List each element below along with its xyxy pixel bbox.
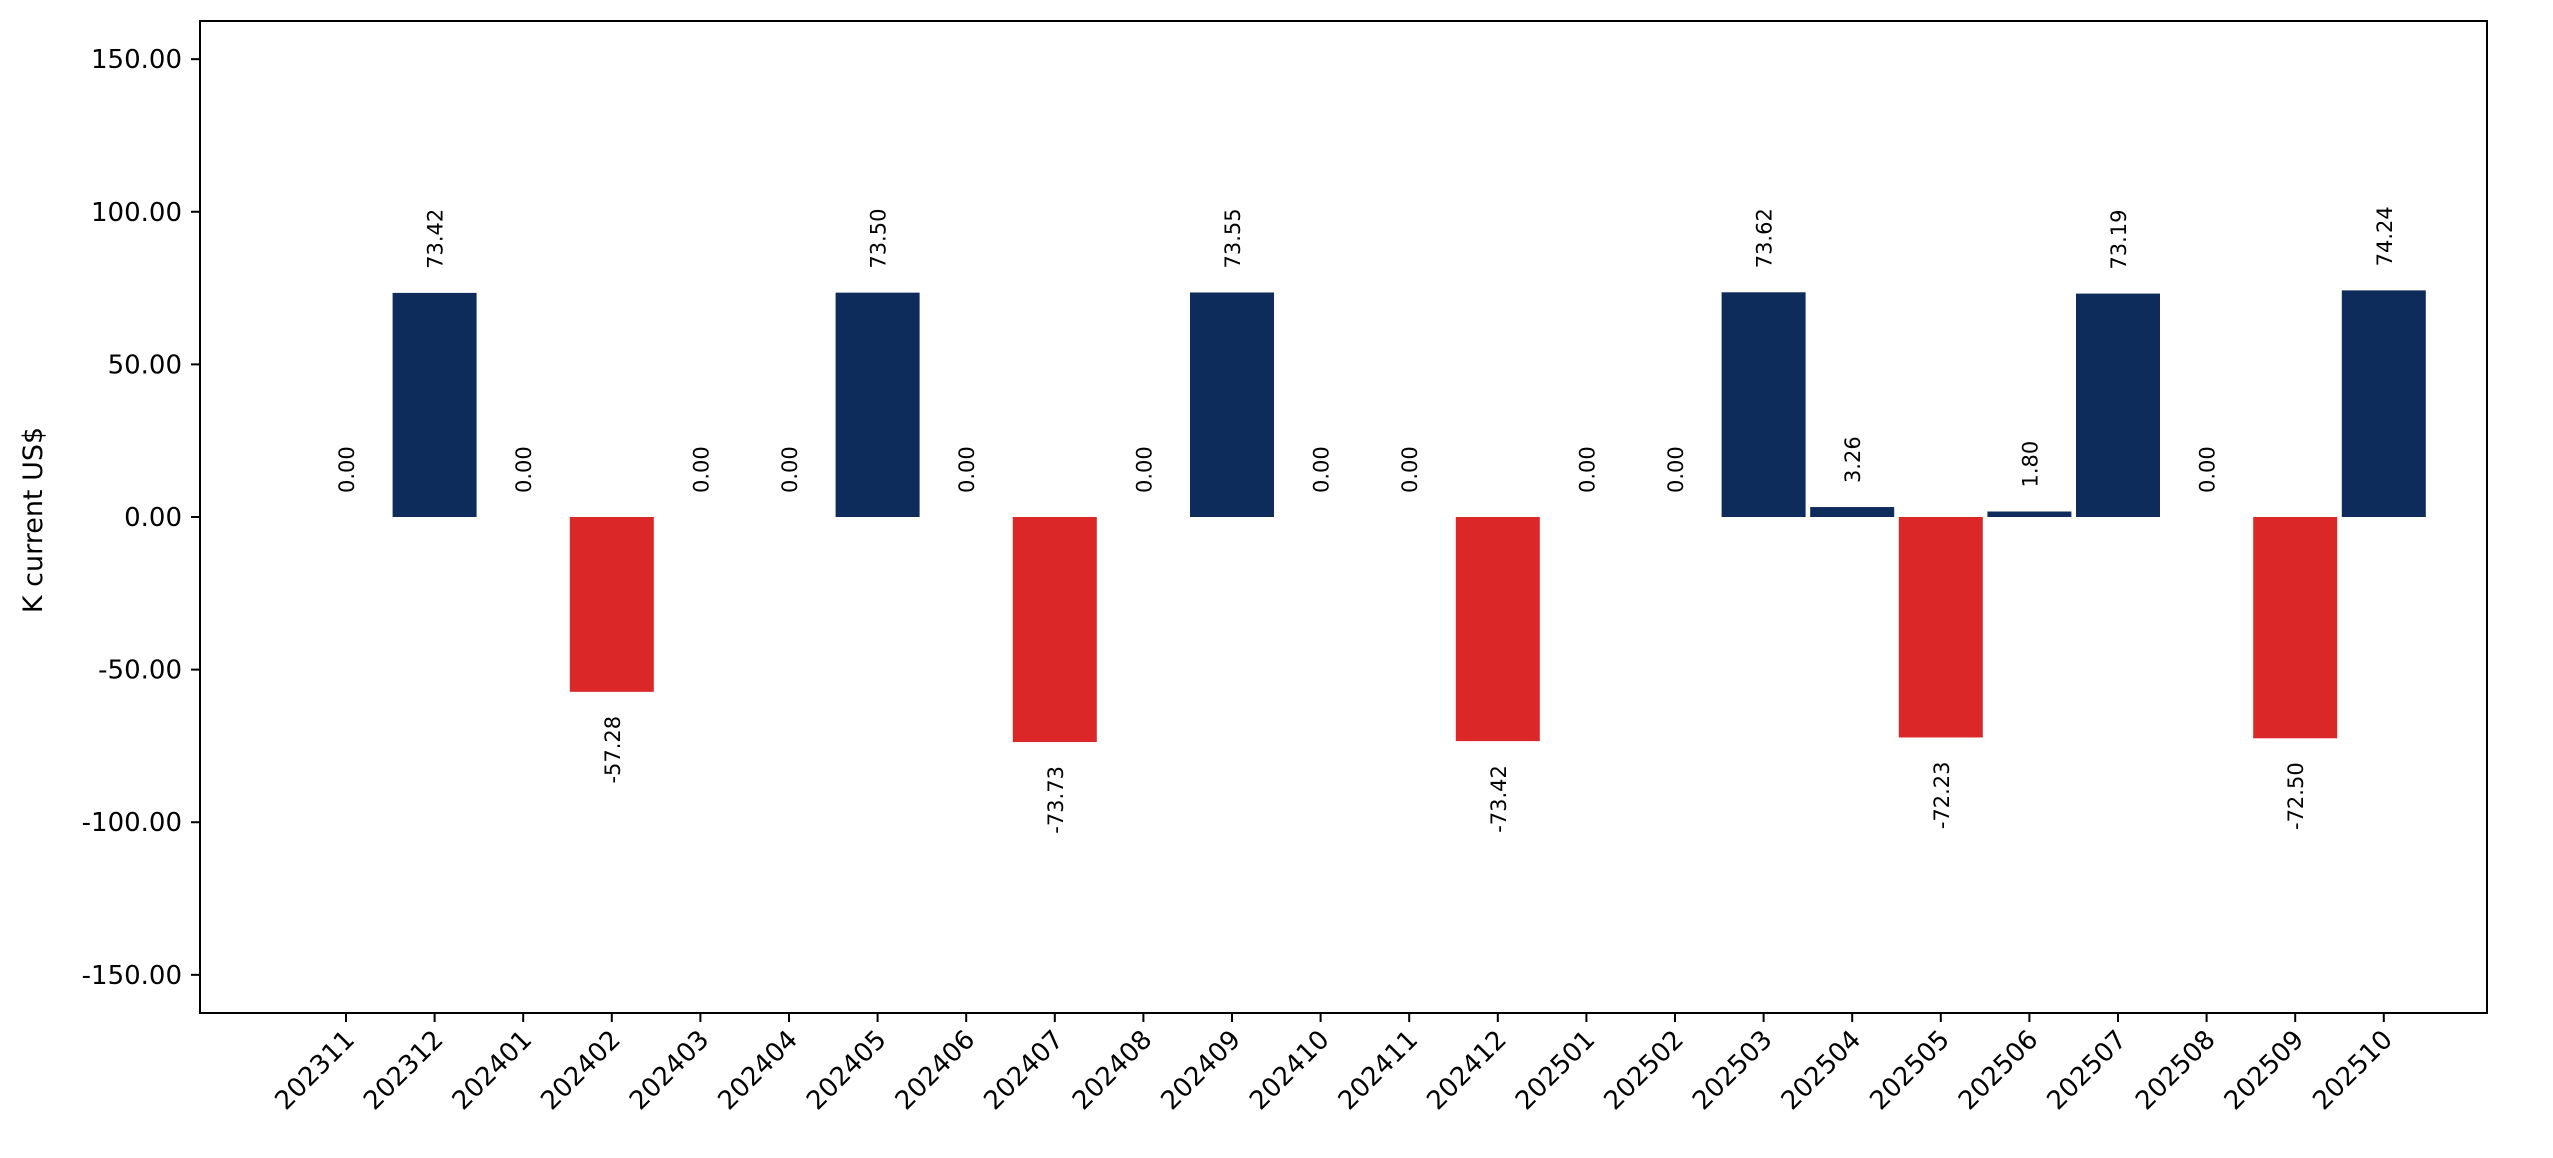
x-axis: 2023112023122024012024022024032024042024… (270, 1013, 2399, 1116)
y-tick-label: 0.00 (124, 503, 182, 533)
y-tick-label: 100.00 (91, 198, 182, 228)
x-tick-label-202408: 202408 (1067, 1025, 1158, 1116)
bars (392, 290, 2426, 743)
x-tick-label-202312: 202312 (358, 1025, 449, 1116)
data-label-202312: 73.42 (424, 209, 448, 269)
x-tick-label-202409: 202409 (1156, 1025, 1247, 1116)
data-label-202510: 74.24 (2373, 206, 2397, 266)
x-tick-label-202507: 202507 (2042, 1025, 2133, 1116)
x-tick-label-202502: 202502 (1599, 1025, 1690, 1116)
x-tick-label-202505: 202505 (1864, 1025, 1955, 1116)
data-label-202405: 73.50 (867, 209, 891, 269)
data-label-202504: 3.26 (1841, 436, 1865, 483)
data-label-202404: 0.00 (778, 446, 802, 493)
data-label-202411: 0.00 (1398, 446, 1422, 493)
bar-202407 (1012, 517, 1097, 743)
y-axis: -150.00 -100.00 -50.00 0.00 50.00 100.00 150.0… (82, 45, 200, 991)
x-tick-label-202510: 202510 (2307, 1025, 2398, 1116)
bar-202510 (2341, 290, 2426, 517)
data-label-202501: 0.00 (1575, 446, 1599, 493)
data-label-202402: -57.28 (601, 716, 625, 784)
data-label-202509: -72.50 (2284, 762, 2308, 830)
bar-202405 (835, 292, 920, 517)
data-label-202407: -73.73 (1044, 766, 1068, 834)
x-tick-label-202411: 202411 (1333, 1025, 1424, 1116)
bar-202503 (1721, 292, 1806, 517)
x-tick-label-202412: 202412 (1421, 1025, 1512, 1116)
bar-202412 (1455, 517, 1540, 742)
data-label-202412: -73.42 (1487, 765, 1511, 833)
x-tick-label-202504: 202504 (1776, 1025, 1867, 1116)
y-tick-label: -100.00 (82, 808, 182, 838)
data-label-202410: 0.00 (1310, 446, 1334, 493)
bar-202402 (569, 517, 654, 692)
data-label-202409: 73.55 (1221, 208, 1245, 268)
bar-202409 (1190, 292, 1274, 517)
y-tick-label: -50.00 (98, 656, 182, 686)
bar-202507 (2076, 293, 2160, 517)
bar-202312 (392, 292, 477, 517)
x-tick-label-202407: 202407 (978, 1025, 1069, 1116)
data-label-202507: 73.19 (2107, 209, 2131, 269)
y-axis-label: K current US$ (18, 427, 49, 613)
data-label-202503: 73.62 (1753, 208, 1777, 268)
x-tick-label-202508: 202508 (2130, 1025, 2221, 1116)
x-tick-label-202405: 202405 (801, 1025, 892, 1116)
data-label-202403: 0.00 (689, 446, 713, 493)
bar-202509 (2253, 517, 2338, 739)
data-label-202401: 0.00 (512, 446, 536, 493)
data-labels: 0.00 73.42 0.00 -57.28 0.00 0.00 73.50 0.00 -73.… (335, 206, 2397, 833)
x-tick-label-202509: 202509 (2219, 1025, 2310, 1116)
x-tick-label-202404: 202404 (713, 1025, 804, 1116)
data-label-202502: 0.00 (1664, 446, 1688, 493)
bar-202504 (1810, 507, 1895, 517)
x-tick-label-202403: 202403 (624, 1025, 715, 1116)
y-tick-label: 50.00 (108, 350, 182, 380)
x-tick-label-202311: 202311 (270, 1025, 361, 1116)
x-tick-label-202501: 202501 (1510, 1025, 1601, 1116)
data-label-202508: 0.00 (2196, 446, 2220, 493)
data-label-202506: 1.80 (2018, 441, 2042, 488)
bar-202506 (1987, 511, 2072, 517)
data-label-202505: -72.23 (1930, 761, 1954, 829)
plot-frame (199, 20, 2488, 1014)
x-tick-label-202406: 202406 (890, 1025, 981, 1116)
x-tick-label-202506: 202506 (1953, 1025, 2044, 1116)
x-tick-label-202503: 202503 (1687, 1025, 1778, 1116)
data-label-202311: 0.00 (335, 446, 359, 493)
y-tick-label: 150.00 (91, 45, 182, 75)
y-tick-label: -150.00 (82, 961, 182, 991)
bar-202505 (1898, 517, 1983, 738)
data-label-202406: 0.00 (955, 446, 979, 493)
x-tick-label-202401: 202401 (447, 1025, 538, 1116)
x-tick-label-202410: 202410 (1244, 1025, 1335, 1116)
x-tick-label-202402: 202402 (535, 1025, 626, 1116)
data-label-202408: 0.00 (1132, 446, 1156, 493)
